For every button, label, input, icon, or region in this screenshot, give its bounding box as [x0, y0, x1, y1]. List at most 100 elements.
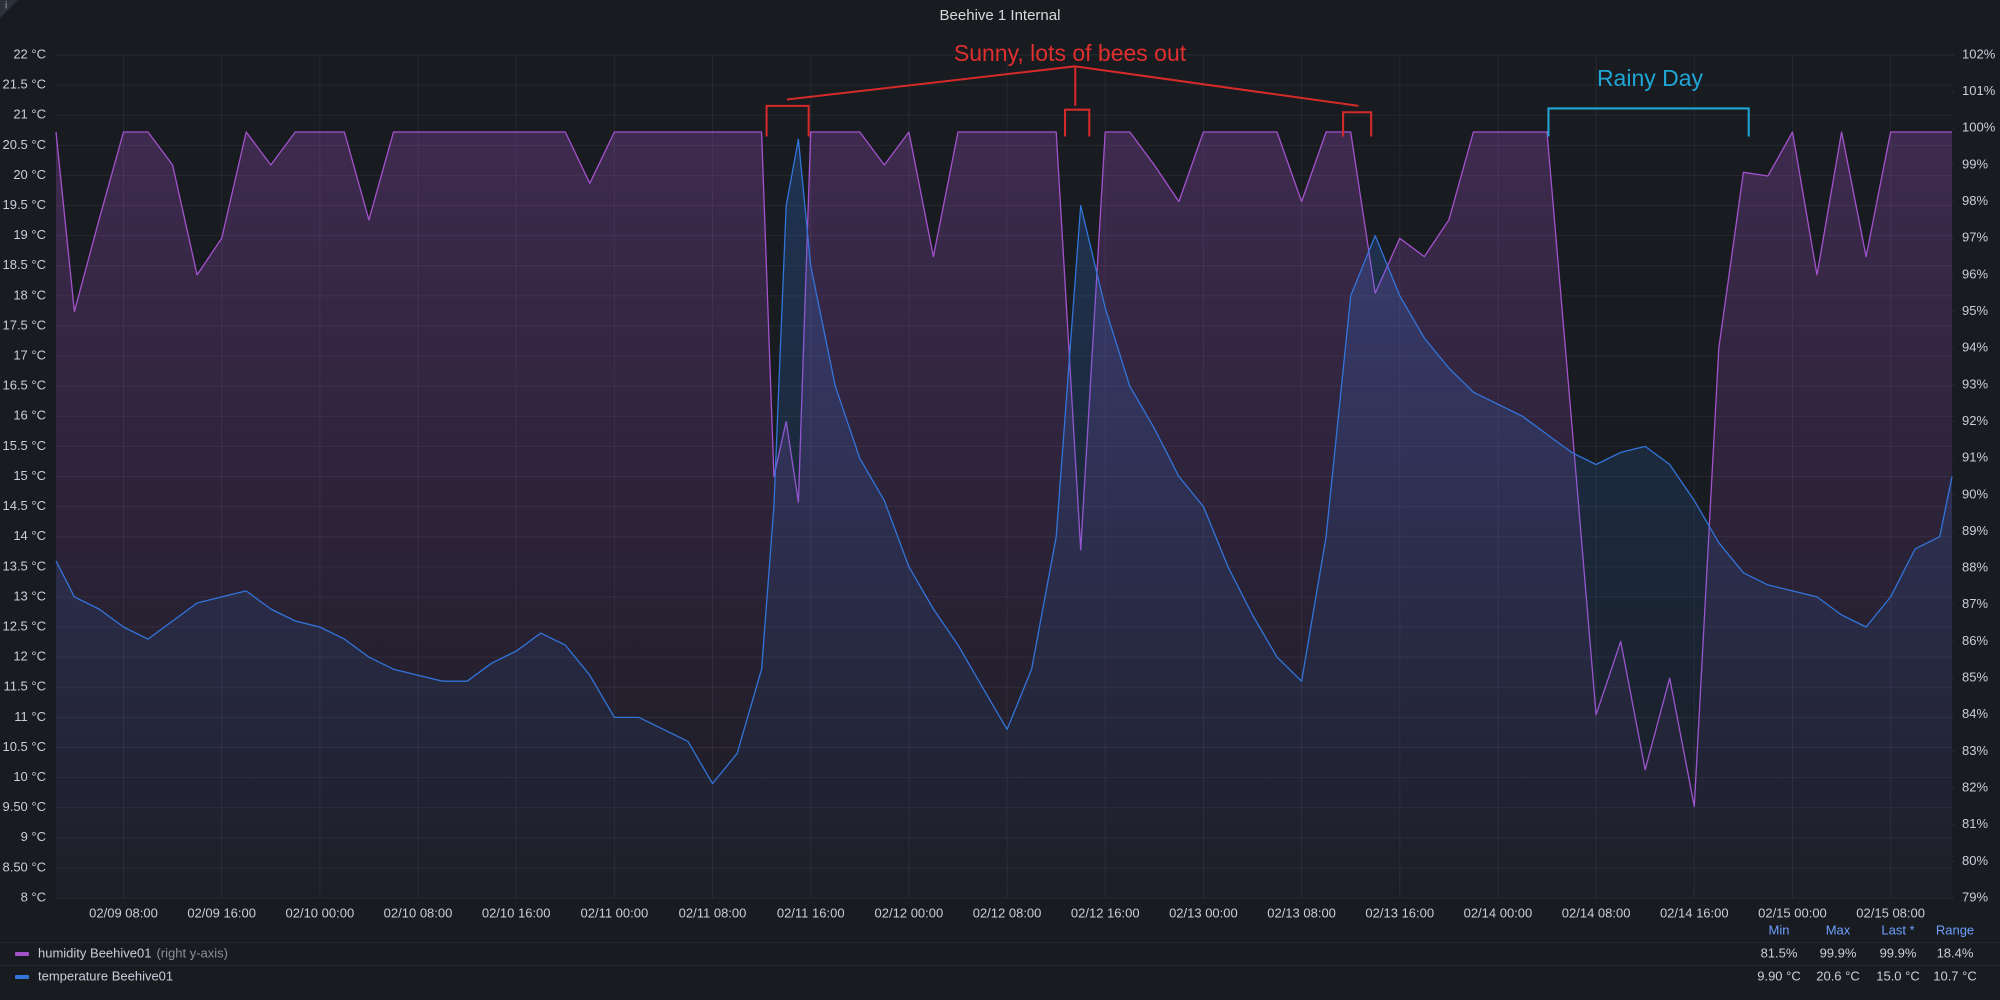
x-tick-label: 02/14 00:00: [1464, 905, 1533, 920]
y2-tick-label: 90%: [1962, 486, 1988, 501]
y-tick-label: 18.5 °C: [2, 257, 46, 272]
y-tick-label: 15.5 °C: [2, 438, 46, 453]
y-tick-label: 14 °C: [13, 528, 46, 543]
series-line: [55, 138, 1953, 785]
y2-tick-label: 82%: [1962, 779, 1988, 794]
legend-stat: 9.90 °C: [1757, 968, 1801, 983]
legend-stat: 10.7 °C: [1933, 968, 1977, 983]
y-tick-label: 15 °C: [13, 468, 46, 483]
x-tick-label: 02/09 16:00: [187, 905, 256, 920]
y-tick-label: 9.50 °C: [2, 799, 46, 814]
legend: Min Max Last * Range humidity Beehive01 (righ…: [0, 922, 2000, 983]
x-tick-label: 02/14 16:00: [1660, 905, 1729, 920]
annotation-text: Rainy Day: [1597, 65, 1704, 91]
x-tick-label: 02/12 16:00: [1071, 905, 1140, 920]
y2-tick-label: 86%: [1962, 633, 1988, 648]
y2-tick-label: 79%: [1962, 889, 1988, 904]
y2-tick-label: 102%: [1962, 46, 1996, 61]
x-tick-label: 02/13 00:00: [1169, 905, 1238, 920]
y2-tick-label: 85%: [1962, 670, 1988, 685]
y-tick-label: 8 °C: [21, 889, 46, 904]
x-tick-label: 02/12 08:00: [973, 905, 1042, 920]
y2-tick-label: 88%: [1962, 560, 1988, 575]
y2-tick-label: 91%: [1962, 450, 1988, 465]
sunny-annotation-brackets: [765, 65, 1373, 137]
info-corner[interactable]: [0, 0, 18, 18]
y-tick-label: 12.5 °C: [2, 618, 46, 633]
legend-swatch: [15, 952, 29, 956]
x-tick-label: 02/11 16:00: [777, 905, 845, 920]
x-tick-label: 02/15 08:00: [1856, 905, 1925, 920]
y-tick-label: 21.5 °C: [2, 77, 46, 92]
y-tick-label: 22 °C: [13, 46, 46, 61]
y2-tick-label: 84%: [1962, 706, 1988, 721]
y2-tick-label: 98%: [1962, 193, 1988, 208]
plot-area: 8 °C 8.50 °C 9 °C 9.50 °C 10 °C 10.5 °C 11 °C 1…: [2, 46, 1995, 920]
x-tick-label: 02/10 00:00: [286, 905, 355, 920]
y-tick-label: 20 °C: [13, 167, 46, 182]
legend-column-header: Range: [1936, 922, 1974, 937]
legend-column-header: Max: [1826, 922, 1851, 937]
x-tick-label: 02/14 08:00: [1562, 905, 1631, 920]
y2-tick-label: 80%: [1962, 853, 1988, 868]
y-tick-label: 16 °C: [13, 408, 46, 423]
legend-stat: 99.9%: [1880, 945, 1917, 960]
x-tick-label: 02/11 00:00: [581, 905, 649, 920]
y2-tick-label: 101%: [1962, 83, 1996, 98]
legend-stat: 15.0 °C: [1876, 968, 1920, 983]
y2-tick-label: 87%: [1962, 596, 1988, 611]
y-tick-label: 9 °C: [21, 829, 46, 844]
y2-tick-label: 96%: [1962, 266, 1988, 281]
x-tick-label: 02/10 16:00: [482, 905, 551, 920]
annotation-bracket: [1342, 111, 1373, 137]
legend-axis-note: (right y-axis): [156, 945, 228, 960]
series-area: [56, 139, 1952, 899]
y-tick-label: 17 °C: [13, 348, 46, 363]
y2-tick-label: 89%: [1962, 523, 1988, 538]
y-tick-label: 21 °C: [13, 107, 46, 122]
legend-stat: 81.5%: [1761, 945, 1798, 960]
x-tick-label: 02/12 00:00: [875, 905, 944, 920]
y-tick-label: 13.5 °C: [2, 558, 46, 573]
y-tick-label: 17.5 °C: [2, 317, 46, 332]
x-tick-label: 02/09 08:00: [89, 905, 158, 920]
annotation-bracket: [1547, 107, 1750, 137]
y-tick-label: 11.5 °C: [3, 679, 46, 694]
x-tick-label: 02/15 00:00: [1758, 905, 1827, 920]
legend-stat: 20.6 °C: [1816, 968, 1860, 983]
legend-series-name: humidity Beehive01: [38, 945, 151, 960]
x-tick-label: 02/10 08:00: [384, 905, 453, 920]
legend-stat: 99.9%: [1820, 945, 1857, 960]
y-tick-label: 8.50 °C: [2, 859, 46, 874]
y-tick-label: 10 °C: [13, 769, 46, 784]
y2-tick-label: 93%: [1962, 376, 1988, 391]
y2-tick-label: 81%: [1962, 816, 1988, 831]
y2-tick-label: 100%: [1962, 120, 1996, 135]
legend-stat: 18.4%: [1937, 945, 1974, 960]
rainy-annotation-bracket: [1547, 107, 1750, 137]
annotation-pointer: [786, 65, 1359, 107]
y-tick-label: 19 °C: [13, 227, 46, 242]
info-icon[interactable]: i: [5, 1, 7, 12]
annotation-bracket: [765, 104, 810, 137]
legend-series-name: temperature Beehive01: [38, 968, 173, 983]
x-tick-label: 02/11 08:00: [679, 905, 747, 920]
legend-column-header: Last *: [1881, 922, 1914, 937]
y-tick-label: 19.5 °C: [2, 197, 46, 212]
x-tick-label: 02/13 16:00: [1365, 905, 1434, 920]
y2-tick-label: 99%: [1962, 156, 1988, 171]
annotation-text: Sunny, lots of bees out: [954, 40, 1187, 66]
legend-swatch: [15, 975, 29, 979]
y2-tick-label: 94%: [1962, 340, 1988, 355]
y-tick-label: 10.5 °C: [2, 739, 46, 754]
y-tick-label: 14.5 °C: [2, 498, 46, 513]
y-tick-label: 12 °C: [13, 649, 46, 664]
y2-tick-label: 97%: [1962, 230, 1988, 245]
y-tick-label: 20.5 °C: [2, 137, 46, 152]
y-tick-label: 16.5 °C: [2, 378, 46, 393]
y2-tick-label: 95%: [1962, 303, 1988, 318]
y-tick-label: 13 °C: [13, 588, 46, 603]
y2-tick-label: 92%: [1962, 413, 1988, 428]
